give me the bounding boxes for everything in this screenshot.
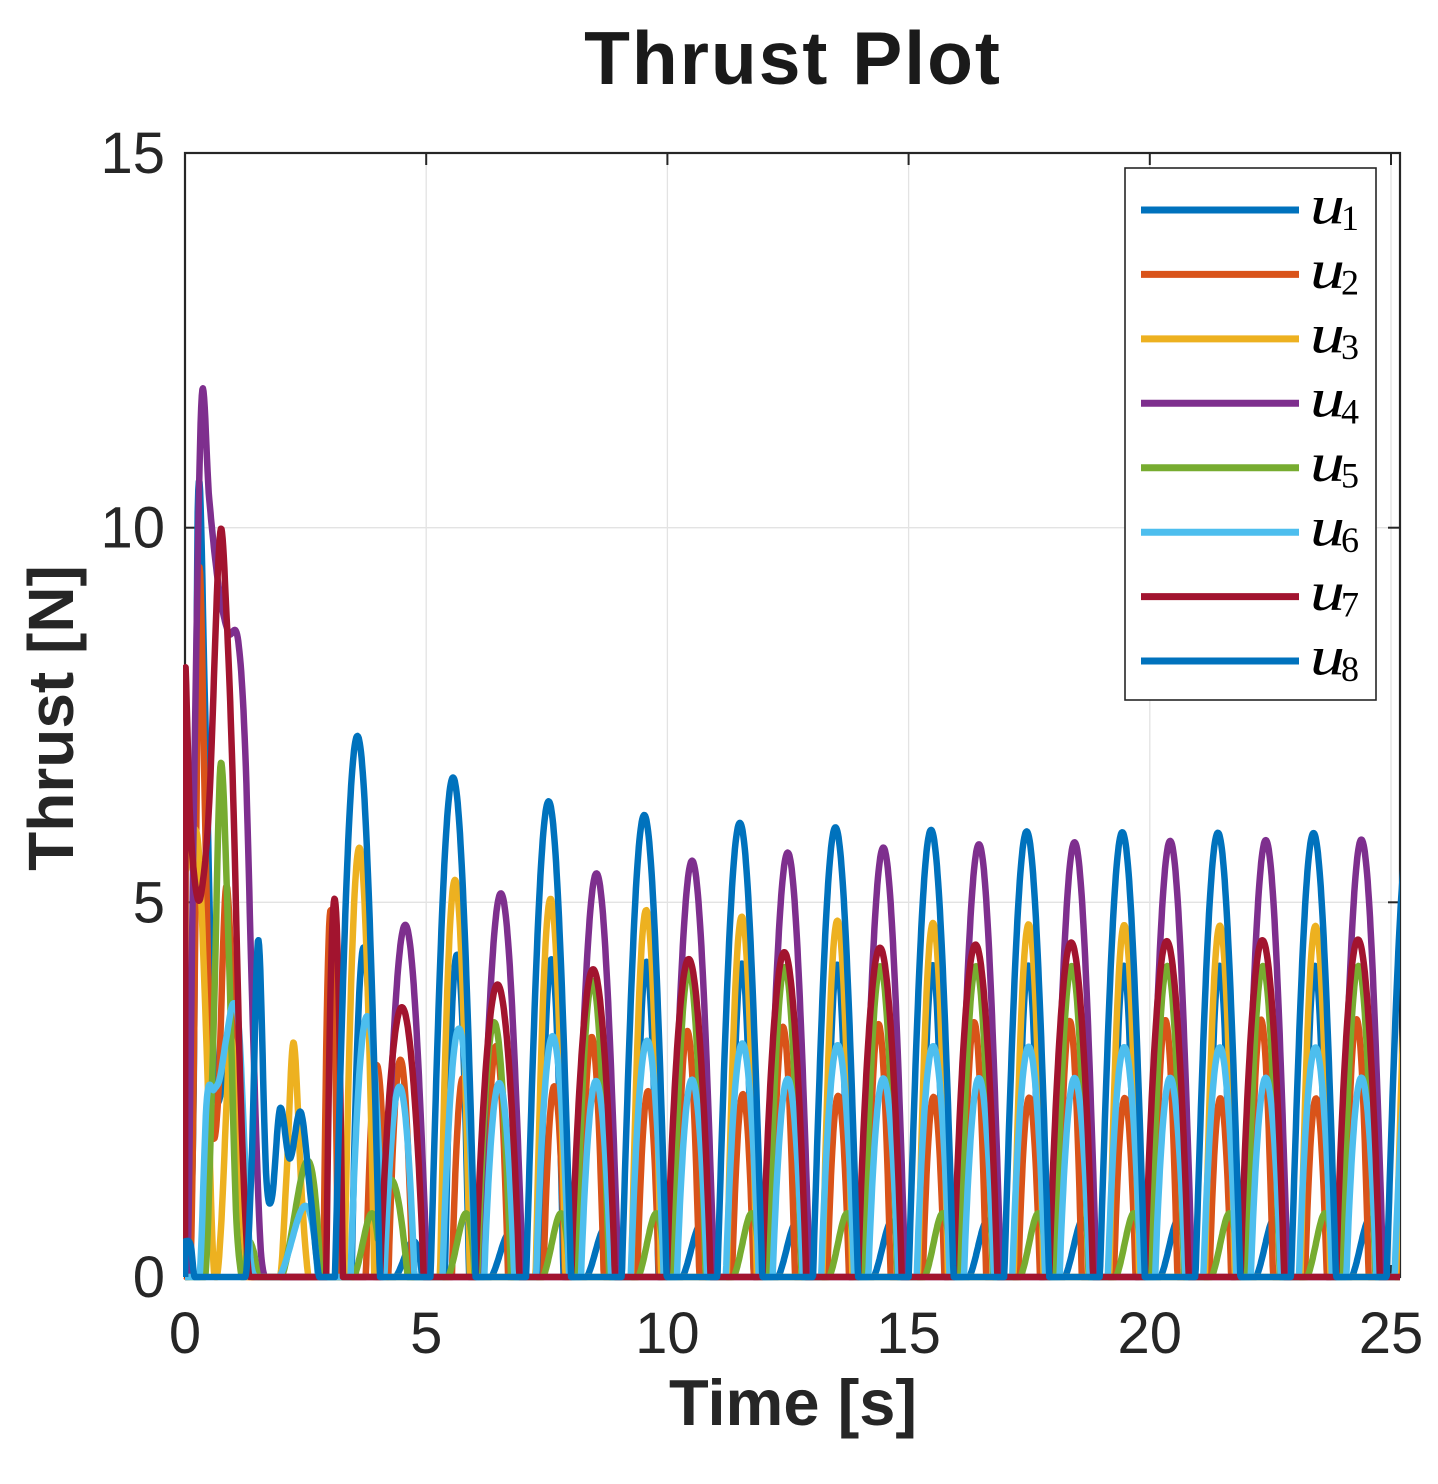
svg-text:15: 15	[876, 1301, 941, 1366]
svg-text:0: 0	[169, 1301, 201, 1366]
svg-text:Time [s]: Time [s]	[669, 1366, 917, 1439]
svg-text:8: 8	[1341, 649, 1359, 689]
svg-text:6: 6	[1341, 520, 1359, 560]
svg-text:15: 15	[100, 121, 165, 186]
svg-text:5: 5	[1341, 456, 1359, 496]
svg-text:Thrust Plot: Thrust Plot	[584, 16, 1002, 100]
svg-text:7: 7	[1341, 585, 1359, 625]
svg-text:5: 5	[410, 1301, 442, 1366]
svg-text:10: 10	[635, 1301, 700, 1366]
svg-text:u: u	[1310, 303, 1345, 364]
svg-text:4: 4	[1341, 391, 1359, 431]
svg-text:u: u	[1310, 432, 1345, 493]
svg-text:u: u	[1310, 239, 1345, 300]
svg-text:20: 20	[1118, 1301, 1183, 1366]
svg-text:5: 5	[133, 870, 165, 935]
svg-text:3: 3	[1341, 327, 1359, 367]
svg-text:1: 1	[1341, 198, 1359, 238]
svg-text:Thrust [N]: Thrust [N]	[15, 565, 87, 871]
svg-text:10: 10	[100, 496, 165, 561]
svg-text:u: u	[1310, 497, 1345, 558]
svg-text:2: 2	[1341, 262, 1359, 302]
svg-text:u: u	[1310, 625, 1345, 686]
svg-text:25: 25	[1359, 1301, 1424, 1366]
svg-text:u: u	[1310, 561, 1345, 622]
svg-text:u: u	[1310, 174, 1345, 235]
svg-text:0: 0	[133, 1245, 165, 1310]
svg-text:u: u	[1310, 368, 1345, 429]
